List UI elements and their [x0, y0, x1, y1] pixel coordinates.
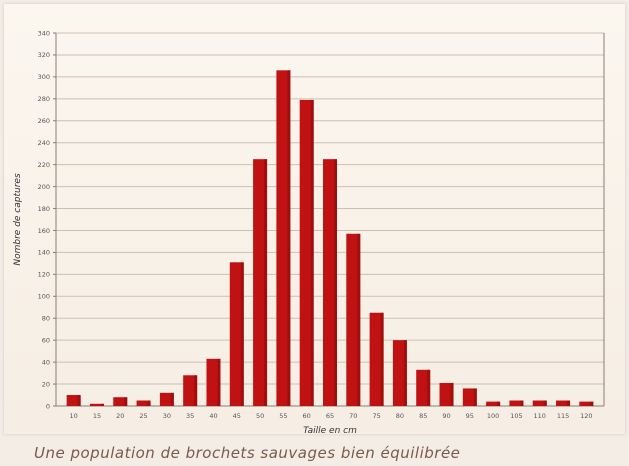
x-tick-label: 65 — [326, 412, 334, 420]
bar-shade — [77, 395, 81, 406]
bar — [346, 233, 361, 406]
bar-shade — [590, 401, 594, 406]
x-tick-label: 25 — [139, 412, 147, 420]
bar-shade — [170, 392, 174, 406]
bar — [509, 400, 524, 406]
bar-shade — [194, 375, 198, 406]
bar — [532, 400, 547, 406]
bar-shade — [427, 369, 431, 406]
y-tick-label: 0 — [46, 402, 50, 410]
x-tick-label: 55 — [279, 412, 287, 420]
bar — [556, 400, 571, 406]
y-tick-label: 120 — [38, 271, 50, 279]
y-tick-label: 320 — [38, 51, 50, 59]
y-tick-label: 340 — [38, 29, 50, 37]
bar-shade — [310, 99, 314, 406]
x-tick-label: 60 — [303, 412, 311, 420]
x-tick-label: 80 — [396, 412, 404, 420]
y-tick-label: 260 — [38, 117, 50, 125]
y-tick-label: 40 — [42, 358, 50, 366]
x-tick-label: 50 — [256, 412, 264, 420]
x-tick-label: 20 — [116, 412, 124, 420]
bar-shade — [567, 400, 571, 406]
bar — [183, 375, 198, 406]
x-tick-label: 75 — [372, 412, 380, 420]
x-tick-label: 45 — [233, 412, 241, 420]
x-tick-label: 30 — [163, 412, 171, 420]
x-tick-label: 95 — [466, 412, 474, 420]
y-tick-label: 180 — [38, 205, 50, 213]
y-tick-label: 300 — [38, 73, 50, 81]
bar — [416, 369, 431, 406]
bar — [486, 401, 501, 406]
bar — [206, 358, 221, 406]
caption: Une population de brochets sauvages bien… — [34, 444, 461, 462]
x-tick-label: 115 — [557, 412, 569, 420]
bar-shade — [147, 400, 151, 406]
x-axis-ticks: 10 15 20 25 30 35 40 45 50 55 60 65 70 75 80 85 90 95 100 1… — [70, 412, 593, 420]
y-tick-label: 80 — [42, 315, 50, 323]
bar-shade — [473, 388, 477, 406]
bar — [159, 392, 174, 406]
bar-shade — [520, 400, 524, 406]
bar — [369, 312, 384, 406]
bar — [66, 395, 81, 406]
bar-shade — [100, 403, 104, 406]
bar-shade — [357, 233, 361, 406]
bar-shade — [450, 382, 454, 406]
bar — [462, 388, 477, 406]
bar-shade — [334, 159, 337, 406]
bar — [276, 70, 291, 407]
bar — [323, 159, 337, 406]
y-tick-label: 100 — [38, 293, 50, 301]
y-tick-label: 20 — [42, 380, 50, 388]
y-tick-label: 160 — [38, 227, 50, 235]
bar — [392, 340, 407, 406]
y-tick-label: 240 — [38, 139, 50, 147]
x-tick-label: 10 — [70, 412, 78, 420]
x-tick-label: 120 — [580, 412, 592, 420]
bar — [229, 262, 244, 406]
bars — [66, 70, 594, 407]
y-axis-ticks: 0 20 40 60 80 100 120 140 160 180 200 220 240 260 280 3… — [38, 29, 56, 410]
y-tick-label: 60 — [42, 336, 50, 344]
x-tick-label: 110 — [534, 412, 546, 420]
bar-shade — [124, 397, 128, 406]
x-tick-label: 90 — [442, 412, 450, 420]
x-tick-label: 105 — [510, 412, 522, 420]
y-axis-label: Nombre de captures — [13, 173, 23, 266]
bar-shade — [240, 262, 244, 406]
y-tick-label: 140 — [38, 249, 50, 257]
y-tick-label: 280 — [38, 95, 50, 103]
x-tick-label: 100 — [487, 412, 499, 420]
bar-shade — [403, 340, 407, 406]
bar-shade — [543, 400, 547, 406]
bar — [439, 382, 454, 406]
bar — [136, 400, 151, 406]
y-tick-label: 200 — [38, 183, 50, 191]
bar-shade — [497, 401, 501, 406]
x-axis-label: Taille en cm — [303, 426, 357, 436]
x-tick-label: 70 — [349, 412, 357, 420]
bar-shade — [380, 312, 384, 406]
bar — [299, 99, 314, 406]
bar-shade — [287, 70, 291, 407]
bar-shade — [264, 159, 268, 406]
bar — [89, 403, 104, 406]
y-tick-label: 220 — [38, 161, 50, 169]
bar — [253, 159, 268, 406]
bar-shade — [217, 358, 221, 406]
x-tick-label: 35 — [186, 412, 194, 420]
bar — [113, 397, 128, 406]
bar — [579, 401, 594, 406]
x-tick-label: 40 — [209, 412, 217, 420]
x-tick-label: 85 — [419, 412, 427, 420]
x-tick-label: 15 — [93, 412, 101, 420]
